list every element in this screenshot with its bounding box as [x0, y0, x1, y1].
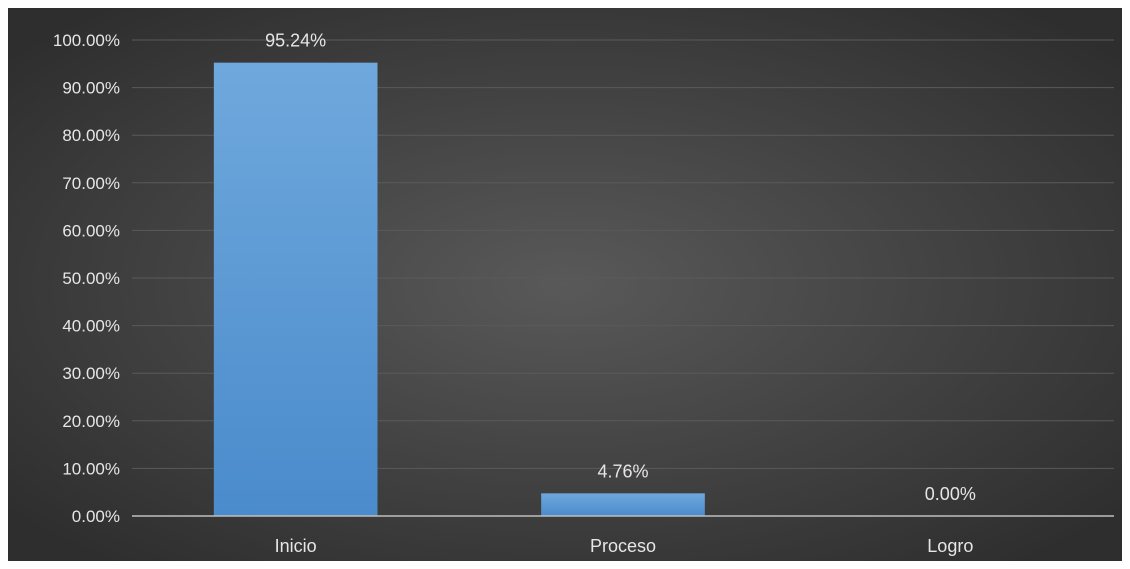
y-tick-label: 80.00% [62, 126, 120, 145]
data-label: 95.24% [265, 31, 326, 51]
y-tick-label: 90.00% [62, 79, 120, 98]
y-tick-label: 30.00% [62, 364, 120, 383]
y-tick-label: 50.00% [62, 269, 120, 288]
bar-proceso [541, 493, 705, 516]
x-axis-ticks: Inicio Proceso Logro [275, 536, 974, 556]
bars [213, 62, 705, 517]
data-labels: 95.24% 4.76% 0.00% [265, 31, 976, 504]
y-tick-label: 100.00% [53, 31, 120, 50]
chart-background [8, 8, 1122, 561]
bar-inicio [213, 62, 378, 517]
y-tick-label: 0.00% [72, 507, 120, 526]
y-tick-label: 20.00% [62, 412, 120, 431]
y-axis-ticks: 0.00% 10.00% 20.00% 30.00% 40.00% 50.00% 60.00… [53, 31, 120, 526]
data-label: 4.76% [597, 461, 648, 481]
x-tick-label: Logro [927, 536, 973, 556]
bar-chart: 0.00% 10.00% 20.00% 30.00% 40.00% 50.00% 60.00… [8, 8, 1122, 561]
x-tick-label: Proceso [590, 536, 656, 556]
y-tick-label: 70.00% [62, 174, 120, 193]
data-label: 0.00% [925, 484, 976, 504]
y-tick-label: 10.00% [62, 459, 120, 478]
x-tick-label: Inicio [275, 536, 317, 556]
y-tick-label: 60.00% [62, 221, 120, 240]
y-tick-label: 40.00% [62, 317, 120, 336]
